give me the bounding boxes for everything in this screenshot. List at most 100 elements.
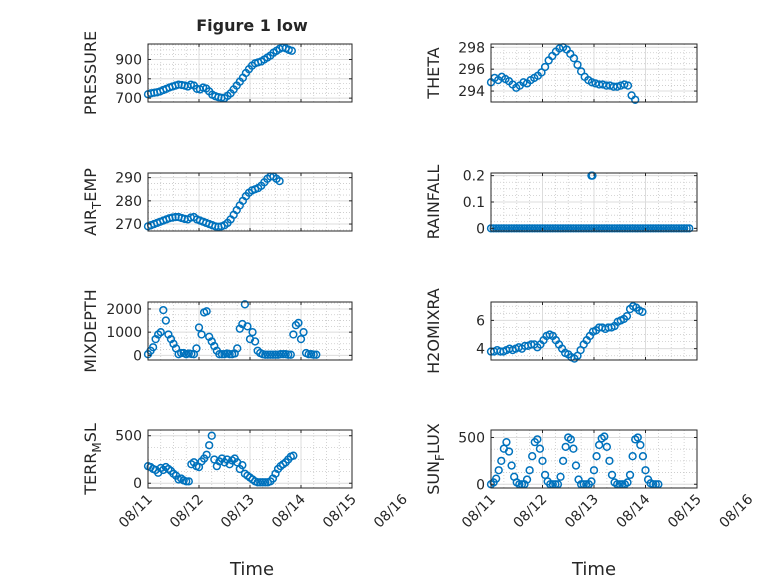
y-axis-label-part: EMP: [81, 168, 100, 202]
data-point: [275, 176, 284, 186]
data-point: [602, 224, 612, 233]
y-tick-label: 280: [115, 194, 142, 210]
y-tick-label: 294: [458, 84, 485, 100]
data-point: [294, 318, 303, 328]
data-point: [631, 224, 640, 233]
data-point: [515, 224, 524, 233]
data-point: [494, 224, 503, 233]
y-tick-label: 0: [133, 476, 142, 492]
y-tick-label: 298: [458, 40, 485, 56]
data-point: [587, 224, 596, 233]
data-point: [615, 224, 624, 233]
data-point: [600, 432, 609, 441]
y-tick-label: 700: [115, 91, 142, 107]
data-point: [571, 461, 581, 470]
y-axis-label: PRESSURE: [81, 31, 100, 115]
data-point: [161, 316, 171, 325]
data-point: [205, 441, 214, 450]
data-point: [156, 328, 165, 337]
data-point: [631, 95, 640, 104]
data-point: [497, 224, 506, 233]
y-axis-label-part: SL: [81, 423, 100, 442]
y-axis-label-part: H2OMIXRA: [424, 288, 443, 374]
data-point: [561, 442, 570, 451]
data-point: [533, 435, 542, 444]
y-axis-label: THETA: [424, 47, 443, 99]
data-point: [499, 224, 509, 233]
data-point: [240, 300, 250, 309]
data-point: [507, 461, 516, 470]
data-point: [600, 224, 609, 233]
data-point: [528, 224, 537, 233]
data-point: [589, 224, 599, 233]
data-point: [238, 461, 247, 470]
data-point: [287, 46, 296, 55]
y-tick-label: 0: [476, 477, 485, 493]
data-point: [569, 224, 578, 233]
data-point: [276, 350, 285, 359]
y-axis-label-part: TERR: [81, 453, 100, 496]
data-point: [587, 78, 597, 87]
data-point: [489, 224, 498, 233]
data-point: [309, 350, 318, 359]
data-point: [517, 224, 527, 233]
data-point: [566, 224, 575, 233]
data-point: [649, 224, 658, 233]
data-point: [540, 62, 550, 72]
y-tick-label: 800: [115, 72, 142, 88]
y-tick-label: 296: [458, 62, 485, 78]
data-point: [605, 224, 614, 233]
data-point: [682, 224, 691, 233]
data-point: [502, 224, 511, 233]
data-point: [182, 477, 191, 486]
subplot-theta: 294 296 298 THETA: [424, 40, 698, 104]
y-tick-label: 500: [115, 429, 142, 445]
data-point: [148, 343, 158, 352]
data-point: [667, 224, 676, 233]
data-point: [623, 81, 633, 90]
y-axis-label: SUNFLUX: [424, 423, 447, 495]
data-point: [643, 224, 653, 233]
data-point: [207, 431, 216, 440]
data-point: [569, 444, 578, 453]
data-point: [512, 224, 521, 233]
data-point: [620, 224, 630, 233]
data-point: [584, 224, 593, 233]
data-point: [177, 348, 186, 358]
data-point: [530, 224, 539, 233]
data-point: [566, 435, 575, 444]
data-point: [613, 82, 622, 91]
data-point: [225, 350, 234, 359]
data-point: [525, 224, 534, 233]
data-point: [261, 350, 270, 359]
data-point: [215, 350, 224, 359]
data-point: [587, 477, 596, 486]
data-point: [556, 224, 565, 233]
data-point: [610, 224, 619, 233]
y-axis-label-part: F: [433, 454, 447, 461]
data-point: [582, 224, 591, 233]
data-point: [638, 452, 648, 461]
data-point: [266, 350, 275, 359]
data-point: [659, 224, 668, 233]
data-point: [543, 224, 552, 233]
y-tick-label: 500: [458, 430, 485, 446]
data-point: [296, 334, 306, 344]
data-point: [597, 224, 606, 233]
data-point: [271, 350, 280, 359]
data-point: [556, 472, 565, 481]
data-point: [651, 224, 660, 233]
data-point: [605, 456, 614, 466]
data-point: [561, 224, 570, 233]
data-point: [197, 330, 206, 339]
y-axis-label: MIXDEPTH: [81, 289, 100, 372]
data-point: [618, 224, 627, 233]
y-axis-label: H2OMIXRA: [424, 288, 443, 374]
data-point: [502, 438, 511, 447]
data-point: [654, 224, 663, 233]
data-point: [576, 67, 586, 76]
data-point: [522, 224, 532, 233]
y-tick-label: 900: [115, 52, 142, 68]
